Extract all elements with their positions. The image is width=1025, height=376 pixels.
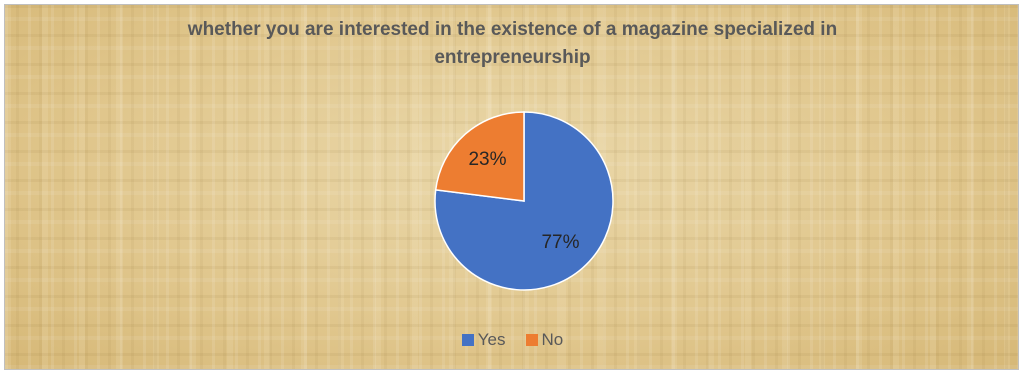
legend: Yes No [5, 330, 1018, 350]
chart-title-line-2: entrepreneurship [434, 47, 591, 68]
pie-chart: 77% 23% [434, 111, 614, 291]
legend-swatch-no [525, 334, 538, 346]
pie-slice-no [434, 111, 525, 202]
legend-item-yes: Yes [461, 330, 506, 350]
legend-label-no: No [541, 330, 564, 349]
legend-swatch-yes [461, 334, 474, 346]
legend-item-no: No [525, 330, 564, 350]
chart-title-line-1: whether you are interested in the existe… [187, 19, 838, 40]
data-label-yes: 77% [541, 232, 579, 253]
chart-title: whether you are interested in the existe… [5, 16, 1018, 72]
data-label-no: 23% [468, 149, 506, 170]
chart-area: whether you are interested in the existe… [4, 4, 1019, 370]
legend-label-yes: Yes [477, 330, 506, 349]
